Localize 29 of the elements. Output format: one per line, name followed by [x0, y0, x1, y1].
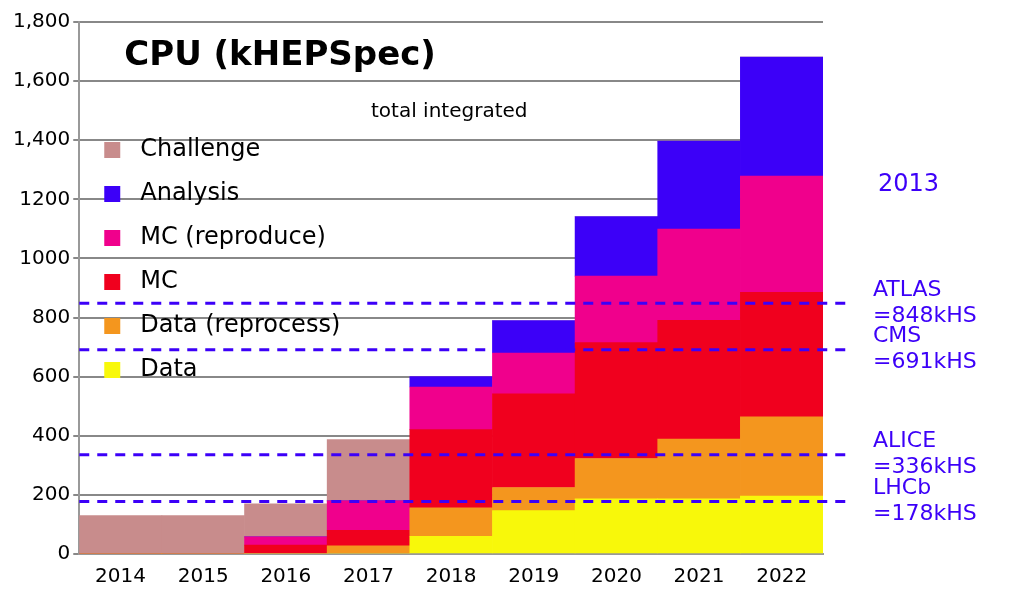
- legend-label: Challenge: [140, 134, 261, 163]
- x-tick-label: 2021: [673, 563, 725, 588]
- y-tick-label: 1,800: [12, 8, 71, 33]
- y-tick-label: 1,600: [12, 67, 71, 92]
- y-tick-label: 0: [57, 540, 71, 565]
- y-tick-label: 1200: [19, 185, 71, 210]
- y-tick-label: 400: [32, 421, 71, 446]
- x-tick-label: 2019: [508, 563, 560, 588]
- legend-label: Analysis: [140, 178, 240, 207]
- legend-label: Data (reprocess): [140, 310, 341, 339]
- x-tick-label: 2014: [95, 563, 147, 588]
- ref-line-label: CMS =691kHS: [873, 322, 977, 374]
- legend-label: MC: [140, 266, 178, 295]
- x-tick-label: 2017: [343, 563, 394, 588]
- text: 2013: [878, 169, 940, 198]
- y-tick-label: 200: [32, 481, 71, 506]
- legend-label: Data: [140, 354, 198, 383]
- chart-title: CPU (kHEPSpec): [124, 32, 436, 73]
- y-tick-label: 600: [32, 362, 71, 387]
- text: total integrated: [371, 98, 528, 123]
- x-tick-label: 2016: [260, 563, 312, 588]
- x-tick-label: 2018: [425, 563, 477, 588]
- x-tick-label: 2020: [590, 563, 642, 588]
- y-tick-label: 800: [32, 303, 71, 328]
- legend-label: MC (reproduce): [140, 222, 326, 251]
- x-tick-label: 2022: [756, 563, 808, 588]
- y-tick-label: 1,400: [12, 126, 71, 151]
- x-tick-label: 2015: [177, 563, 229, 588]
- y-tick-label: 1000: [19, 244, 71, 269]
